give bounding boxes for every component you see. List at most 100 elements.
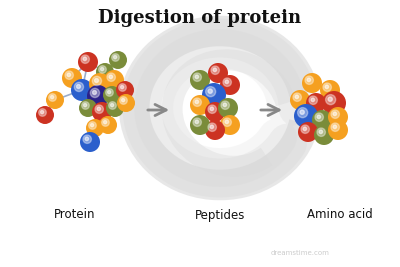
Circle shape bbox=[120, 85, 124, 89]
Circle shape bbox=[323, 83, 331, 91]
Circle shape bbox=[190, 70, 210, 90]
Circle shape bbox=[117, 94, 135, 112]
Circle shape bbox=[190, 115, 210, 135]
Circle shape bbox=[95, 105, 103, 113]
Circle shape bbox=[210, 107, 214, 111]
Circle shape bbox=[208, 89, 212, 93]
Circle shape bbox=[46, 91, 64, 109]
Circle shape bbox=[328, 120, 348, 140]
Circle shape bbox=[309, 96, 318, 104]
Circle shape bbox=[81, 55, 90, 63]
Circle shape bbox=[331, 110, 339, 118]
Circle shape bbox=[193, 73, 201, 81]
Circle shape bbox=[103, 86, 121, 104]
Circle shape bbox=[74, 82, 84, 92]
Circle shape bbox=[205, 120, 225, 140]
Circle shape bbox=[84, 104, 87, 107]
Circle shape bbox=[303, 127, 307, 131]
Circle shape bbox=[78, 52, 98, 72]
Circle shape bbox=[298, 122, 318, 142]
Circle shape bbox=[208, 105, 216, 113]
Circle shape bbox=[76, 84, 80, 88]
Circle shape bbox=[85, 137, 89, 141]
Circle shape bbox=[82, 102, 89, 109]
Circle shape bbox=[195, 75, 199, 78]
Circle shape bbox=[220, 75, 240, 95]
Text: Protein: Protein bbox=[54, 209, 96, 222]
Circle shape bbox=[317, 115, 321, 119]
Circle shape bbox=[106, 89, 113, 96]
Circle shape bbox=[225, 120, 229, 124]
Circle shape bbox=[218, 98, 238, 118]
Circle shape bbox=[65, 71, 74, 79]
Circle shape bbox=[108, 91, 111, 94]
Circle shape bbox=[190, 95, 210, 115]
Circle shape bbox=[99, 116, 117, 134]
Text: dreamstime.com: dreamstime.com bbox=[270, 250, 330, 256]
Circle shape bbox=[86, 119, 104, 137]
Circle shape bbox=[298, 108, 308, 118]
Circle shape bbox=[210, 125, 214, 129]
Circle shape bbox=[223, 78, 231, 87]
Circle shape bbox=[302, 73, 322, 93]
Circle shape bbox=[40, 111, 44, 114]
Circle shape bbox=[328, 107, 348, 127]
Circle shape bbox=[102, 119, 109, 126]
Text: Digestion of protein: Digestion of protein bbox=[98, 9, 302, 27]
Circle shape bbox=[92, 91, 96, 95]
Circle shape bbox=[80, 132, 100, 152]
Circle shape bbox=[114, 56, 117, 59]
Circle shape bbox=[119, 84, 126, 91]
Circle shape bbox=[116, 81, 134, 99]
Circle shape bbox=[71, 79, 93, 101]
Circle shape bbox=[109, 51, 127, 69]
Circle shape bbox=[109, 75, 113, 78]
Circle shape bbox=[225, 80, 229, 84]
Circle shape bbox=[208, 123, 216, 131]
Circle shape bbox=[36, 106, 54, 124]
Circle shape bbox=[97, 107, 101, 111]
Circle shape bbox=[193, 118, 201, 126]
Circle shape bbox=[94, 78, 98, 83]
Circle shape bbox=[202, 83, 226, 107]
Circle shape bbox=[328, 97, 332, 101]
Circle shape bbox=[112, 54, 119, 61]
Circle shape bbox=[50, 96, 54, 99]
Circle shape bbox=[312, 110, 332, 130]
Circle shape bbox=[83, 135, 91, 143]
Circle shape bbox=[99, 66, 106, 73]
Circle shape bbox=[122, 99, 125, 102]
Circle shape bbox=[307, 78, 311, 82]
Circle shape bbox=[220, 115, 240, 135]
Circle shape bbox=[104, 70, 124, 90]
Circle shape bbox=[319, 130, 323, 134]
Circle shape bbox=[89, 73, 111, 95]
Circle shape bbox=[90, 124, 94, 127]
Circle shape bbox=[325, 85, 329, 89]
Circle shape bbox=[314, 125, 334, 145]
Circle shape bbox=[104, 120, 107, 124]
Text: Amino acid: Amino acid bbox=[307, 209, 373, 222]
Circle shape bbox=[213, 68, 217, 72]
Circle shape bbox=[205, 102, 225, 122]
Circle shape bbox=[301, 125, 310, 134]
Circle shape bbox=[300, 110, 304, 114]
Circle shape bbox=[223, 118, 231, 126]
Circle shape bbox=[107, 73, 116, 81]
Text: Peptides: Peptides bbox=[195, 209, 245, 222]
Circle shape bbox=[106, 99, 124, 117]
Circle shape bbox=[89, 122, 96, 129]
Circle shape bbox=[290, 90, 310, 110]
Circle shape bbox=[79, 99, 97, 117]
Circle shape bbox=[305, 76, 314, 84]
Circle shape bbox=[317, 128, 326, 136]
Circle shape bbox=[49, 94, 56, 101]
Circle shape bbox=[109, 102, 116, 109]
Circle shape bbox=[67, 73, 70, 77]
Circle shape bbox=[110, 104, 114, 107]
Circle shape bbox=[306, 93, 326, 113]
Circle shape bbox=[322, 91, 346, 115]
Circle shape bbox=[195, 120, 199, 124]
Circle shape bbox=[311, 98, 315, 102]
Circle shape bbox=[206, 87, 216, 97]
